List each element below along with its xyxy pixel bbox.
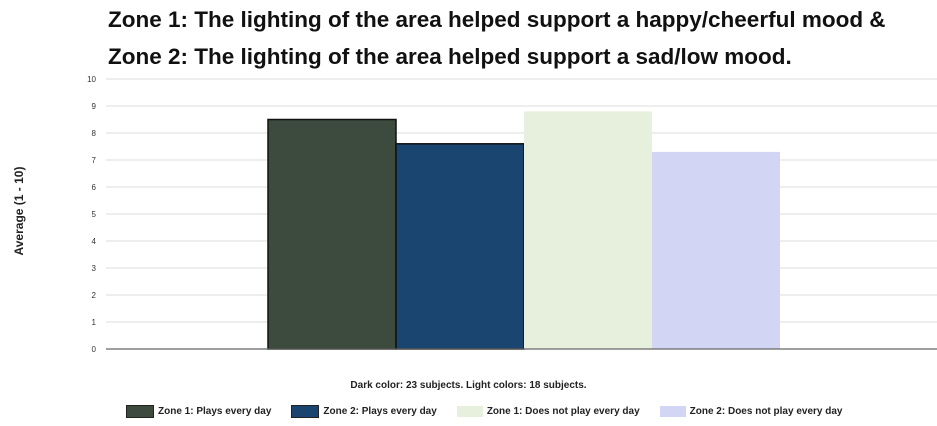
legend-item: Zone 2: Plays every day [291, 405, 437, 418]
bar-1 [267, 118, 397, 350]
legend-item: Zone 2: Does not play every day [659, 406, 843, 417]
y-tick-label: 1 [92, 318, 97, 327]
legend-swatch [126, 405, 154, 418]
y-tick-label: 7 [92, 156, 97, 165]
y-tick-label: 4 [92, 237, 97, 246]
y-tick-label: 6 [92, 183, 97, 192]
chart-title-line-2: Zone 2: The lighting of the area helped … [108, 44, 792, 69]
y-tick-label: 8 [92, 129, 97, 138]
legend-label: Zone 2: Does not play every day [689, 406, 843, 417]
y-tick-labels: 0 1 2 3 4 5 6 7 8 9 10 [87, 75, 96, 354]
y-tick-label: 5 [92, 210, 97, 219]
bars [267, 111, 780, 350]
legend-swatch [291, 405, 320, 418]
chart-title-line-1: Zone 1: The lighting of the area helped … [108, 7, 886, 32]
bar-4 [652, 151, 780, 349]
legend-item: Zone 1: Does not play every day [456, 406, 640, 417]
bar-3 [524, 111, 652, 350]
legend-label: Zone 1: Does not play every day [486, 406, 640, 417]
y-tick-label: 0 [92, 345, 97, 354]
bar-chart: 0 1 2 3 4 5 6 7 8 9 10 [87, 75, 937, 354]
legend-label: Zone 1: Plays every day [158, 406, 272, 417]
legend: Zone 1: Plays every day Zone 2: Plays ev… [126, 405, 862, 418]
bar-2 [395, 143, 525, 350]
y-tick-label: 2 [92, 291, 97, 300]
legend-item: Zone 1: Plays every day [126, 405, 271, 418]
subjects-note: Dark color: 23 subjects. Light colors: 1… [350, 380, 587, 391]
legend-swatch [456, 406, 483, 417]
y-tick-label: 10 [87, 75, 96, 84]
legend-swatch [659, 406, 686, 417]
y-tick-label: 9 [92, 102, 97, 111]
y-tick-label: 3 [92, 264, 97, 273]
legend-label: Zone 2: Plays every day [323, 406, 437, 417]
